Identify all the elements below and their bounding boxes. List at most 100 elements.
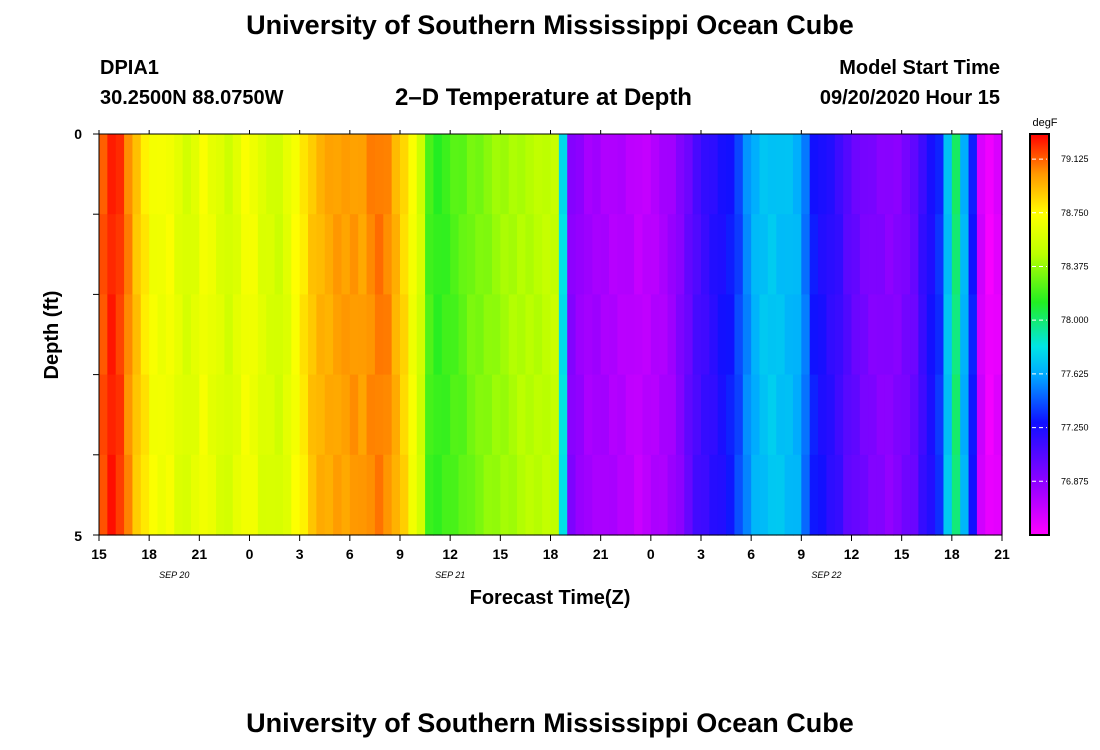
- heatmap-cell: [257, 214, 267, 295]
- x-tick-label: 21: [192, 546, 208, 562]
- heatmap-cell: [475, 374, 485, 456]
- heatmap-cell: [466, 454, 476, 536]
- heatmap-cell: [993, 294, 1003, 376]
- heatmap-cell: [383, 134, 393, 215]
- heatmap-cell: [759, 374, 769, 456]
- heatmap-cell: [115, 294, 125, 376]
- heatmap-cell: [742, 134, 752, 215]
- heatmap-cell: [792, 294, 802, 376]
- heatmap-cell: [132, 374, 142, 456]
- heatmap-cell: [600, 134, 610, 215]
- heatmap-cell: [542, 374, 552, 456]
- heatmap-cell: [241, 214, 251, 295]
- colorbar-tick-label: 78.375: [1061, 261, 1089, 271]
- heatmap-cell: [592, 214, 602, 295]
- colorbar-tick-label: 78.000: [1061, 315, 1089, 325]
- heatmap-cell: [324, 374, 334, 456]
- heatmap-cell: [960, 374, 970, 456]
- heatmap-cell: [157, 374, 167, 456]
- heatmap-cell: [416, 134, 426, 215]
- heatmap-cell: [918, 214, 928, 295]
- heatmap-cell: [843, 294, 853, 376]
- heatmap-cell: [759, 134, 769, 215]
- heatmap-cell: [274, 134, 284, 215]
- heatmap-cell: [893, 374, 903, 456]
- heatmap-cell: [466, 294, 476, 376]
- heatmap-cell: [533, 454, 543, 536]
- heatmap-cell: [517, 374, 527, 456]
- heatmap-cell: [366, 374, 376, 456]
- heatmap-cell: [190, 454, 200, 536]
- heatmap-cell: [149, 214, 159, 295]
- x-axis-ticks: [98, 130, 1003, 541]
- heatmap-cell: [525, 214, 535, 295]
- heatmap-cell: [316, 374, 326, 456]
- heatmap-cell: [659, 294, 669, 376]
- heatmap-cell: [893, 294, 903, 376]
- heatmap-cell: [366, 134, 376, 215]
- heatmap-cell: [450, 374, 460, 456]
- heatmap-cell: [483, 294, 493, 376]
- heatmap-cell: [525, 294, 535, 376]
- heatmap-cell: [600, 214, 610, 295]
- heatmap-cell: [818, 374, 828, 456]
- heatmap-cell: [308, 374, 317, 456]
- model-start-label: Model Start Time: [839, 57, 1000, 79]
- heatmap-cell: [801, 134, 811, 215]
- heatmap-cell: [684, 374, 694, 456]
- heatmap-cell: [675, 454, 685, 536]
- heatmap-cell: [274, 214, 284, 295]
- heatmap-cell: [174, 214, 184, 295]
- heatmap-cell: [333, 374, 343, 456]
- heatmap-cell: [107, 214, 117, 295]
- x-tick-label: 6: [747, 546, 755, 562]
- y-tick-label-bottom: 5: [74, 528, 82, 544]
- colorbar-ticks: 79.125 78.750 78.375 78.000 77.625 77.250 76.8…: [1032, 154, 1089, 486]
- heatmap-cell: [282, 374, 292, 456]
- heatmap-cell: [483, 134, 493, 215]
- heatmap-cell: [985, 134, 995, 215]
- heatmap-cell: [792, 134, 802, 215]
- heatmap-cell: [149, 454, 159, 536]
- heatmap-cell: [667, 214, 677, 295]
- heatmap-cell: [659, 214, 669, 295]
- heatmap-cell: [843, 134, 853, 215]
- heatmap-cell: [851, 454, 861, 536]
- heatmap-cell: [609, 454, 618, 536]
- heatmap-cell: [943, 454, 953, 536]
- heatmap-cell: [617, 214, 627, 295]
- heatmap-cell: [910, 214, 919, 295]
- heatmap-cell: [483, 454, 493, 536]
- heatmap-cell: [659, 454, 669, 536]
- heatmap-cell: [843, 214, 853, 295]
- heatmap-cell: [232, 134, 242, 215]
- heatmap-cell: [617, 134, 627, 215]
- heatmap-cell: [609, 294, 618, 376]
- heatmap-cell: [316, 214, 326, 295]
- x-tick-label: 21: [593, 546, 609, 562]
- heatmap-cell: [901, 374, 911, 456]
- heatmap-cell: [249, 294, 259, 376]
- heatmap-cell: [374, 214, 384, 295]
- heatmap-cell: [400, 374, 409, 456]
- heatmap-cell: [951, 294, 961, 376]
- heatmap-cell: [400, 214, 409, 295]
- heatmap-cell: [475, 294, 485, 376]
- heatmap-cell: [742, 294, 752, 376]
- heatmap-cell: [985, 214, 995, 295]
- heatmap-cell: [324, 454, 334, 536]
- heatmap-cell: [734, 294, 744, 376]
- heatmap-cell: [257, 454, 267, 536]
- heatmap-cell: [349, 214, 359, 295]
- heatmap-cell: [926, 134, 936, 215]
- heatmap-cell: [441, 454, 451, 536]
- heatmap-cell: [759, 214, 769, 295]
- heatmap-cell: [734, 214, 744, 295]
- heatmap-cell: [207, 134, 217, 215]
- heatmap-cell: [140, 294, 150, 376]
- heatmap-cell: [926, 294, 936, 376]
- heatmap-cell: [207, 294, 217, 376]
- heatmap-cell: [441, 134, 451, 215]
- heatmap-cell: [834, 134, 844, 215]
- heatmap-cell: [542, 454, 552, 536]
